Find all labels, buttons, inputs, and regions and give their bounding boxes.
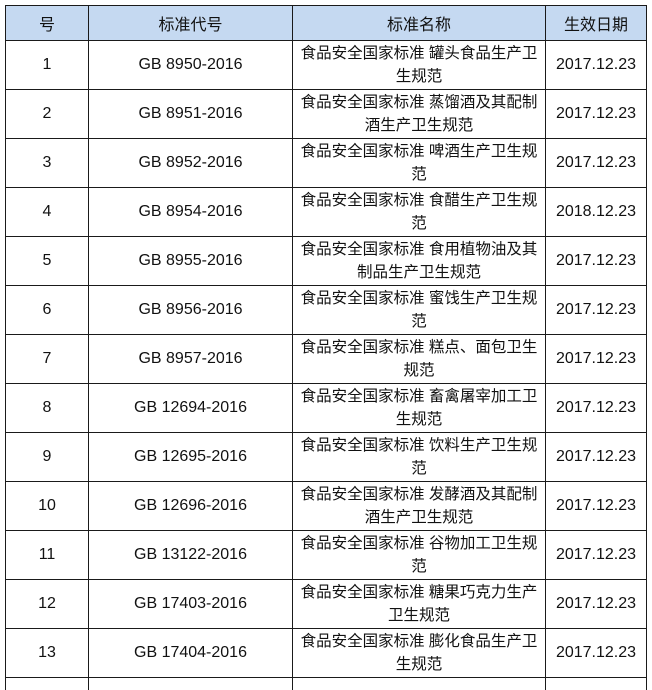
cell-name: 食品安全国家标准 谷物加工卫生规范 (293, 531, 546, 580)
cell-no: 7 (6, 335, 89, 384)
cell-date: 2017.12.23 (546, 286, 647, 335)
cell-name: 食品安全国家标准 食醋生产卫生规范 (293, 188, 546, 237)
cell-code: GB 8955-2016 (89, 237, 293, 286)
cell-no: 6 (6, 286, 89, 335)
cell-date: 2018.12.23 (546, 188, 647, 237)
cell-no: 10 (6, 482, 89, 531)
header-date: 生效日期 (546, 6, 647, 41)
cell-name: 食品安全国家标准 罐头食品生产卫生规范 (293, 41, 546, 90)
cell-code: GB 12696-2016 (89, 482, 293, 531)
cell-date: 2017.12.23 (546, 433, 647, 482)
cell-code: GB 8950-2016 (89, 41, 293, 90)
cell-no: 8 (6, 384, 89, 433)
cell-code: GB 8956-2016 (89, 286, 293, 335)
cell-date: 2017.12.23 (546, 482, 647, 531)
cell-name: 食品安全国家标准 蒸馏酒及其配制酒生产卫生规范 (293, 90, 546, 139)
cell-no: 13 (6, 629, 89, 678)
cell-name: 食品安全国家标准 发酵酒及其配制酒生产卫生规范 (293, 482, 546, 531)
cell-code: GB 8954-2016 (89, 188, 293, 237)
cell-code: GB 12694-2016 (89, 384, 293, 433)
cell-name: 食品安全国家标准 饮料生产卫生规范 (293, 433, 546, 482)
cell-code: GB 8951-2016 (89, 90, 293, 139)
cell-no: 5 (6, 237, 89, 286)
cell-no: 11 (6, 531, 89, 580)
cell-date: 2017.12.23 (546, 41, 647, 90)
cell-empty (293, 678, 546, 690)
cell-name: 食品安全国家标准 啤酒生产卫生规范 (293, 139, 546, 188)
cell-date: 2017.12.23 (546, 629, 647, 678)
header-code: 标准代号 (89, 6, 293, 41)
cell-code: GB 12695-2016 (89, 433, 293, 482)
cell-name: 食品安全国家标准 膨化食品生产卫生规范 (293, 629, 546, 678)
cell-code: GB 8957-2016 (89, 335, 293, 384)
header-no: 号 (6, 6, 89, 41)
cell-date: 2017.12.23 (546, 90, 647, 139)
cell-no: 3 (6, 139, 89, 188)
cell-no: 9 (6, 433, 89, 482)
partial-row (6, 678, 647, 690)
cell-no: 12 (6, 580, 89, 629)
cell-name: 食品安全国家标准 蜜饯生产卫生规范 (293, 286, 546, 335)
cell-code: GB 8952-2016 (89, 139, 293, 188)
header-row: 号 标准代号 标准名称 生效日期 (6, 6, 647, 41)
cell-empty (6, 678, 89, 690)
cell-date: 2017.12.23 (546, 335, 647, 384)
cell-code: GB 17403-2016 (89, 580, 293, 629)
cell-code: GB 13122-2016 (89, 531, 293, 580)
cell-no: 1 (6, 41, 89, 90)
cell-no: 2 (6, 90, 89, 139)
cell-date: 2017.12.23 (546, 531, 647, 580)
cell-name: 食品安全国家标准 糕点、面包卫生规范 (293, 335, 546, 384)
cell-empty (546, 678, 647, 690)
cell-name: 食品安全国家标准 畜禽屠宰加工卫生规范 (293, 384, 546, 433)
cell-date: 2017.12.23 (546, 580, 647, 629)
header-name: 标准名称 (293, 6, 546, 41)
cell-date: 2017.12.23 (546, 139, 647, 188)
cell-code: GB 17404-2016 (89, 629, 293, 678)
cell-name: 食品安全国家标准 糖果巧克力生产卫生规范 (293, 580, 546, 629)
cell-name: 食品安全国家标准 食用植物油及其制品生产卫生规范 (293, 237, 546, 286)
cell-date: 2017.12.23 (546, 237, 647, 286)
cell-empty (89, 678, 293, 690)
cell-no: 4 (6, 188, 89, 237)
cell-date: 2017.12.23 (546, 384, 647, 433)
